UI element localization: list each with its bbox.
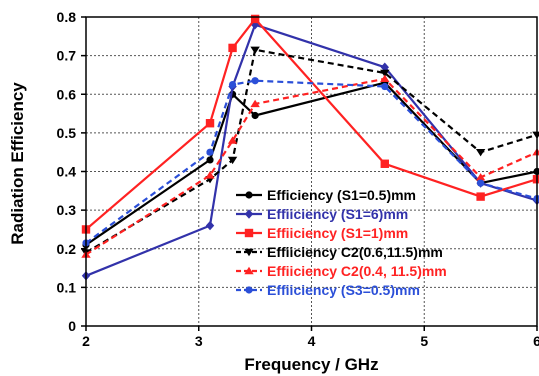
y-tick-label: 0.6	[57, 86, 77, 102]
series-1	[82, 79, 539, 249]
y-tick-label: 0.1	[57, 279, 77, 295]
data-point	[205, 171, 215, 179]
data-point	[532, 131, 539, 140]
y-axis-label: Radiation Efficiency	[8, 82, 27, 245]
data-point	[205, 220, 215, 231]
legend-entry: Effiiciency C2(0.4, 11.5)mm	[236, 263, 447, 279]
x-tick-label: 5	[420, 333, 428, 349]
data-point	[475, 173, 486, 181]
legend: Efficiency (S1=0.5)mm Effiiciency (S1=6)m…	[236, 187, 447, 298]
data-point	[477, 179, 485, 187]
legend-label: Effiiciency (S1=6)mm	[267, 206, 408, 222]
data-point	[476, 192, 485, 201]
legend-label: Effiiciency C2(0.4, 11.5)mm	[267, 263, 447, 279]
data-point	[250, 14, 260, 24]
series-layer	[81, 14, 539, 281]
y-tick-label: 0.4	[57, 164, 77, 180]
data-point	[227, 156, 238, 165]
legend-marker	[244, 228, 254, 238]
legend-label: Effiiciency C2(0.6,11.5)mm	[267, 244, 443, 260]
data-point	[532, 147, 539, 156]
series-5	[81, 74, 539, 258]
data-point	[250, 99, 260, 108]
data-point	[251, 111, 259, 120]
x-tick-label: 4	[308, 333, 316, 349]
x-tick-label: 6	[533, 333, 539, 349]
data-point	[533, 167, 539, 176]
data-point	[251, 77, 259, 85]
data-point	[532, 175, 539, 184]
data-point	[475, 148, 486, 157]
data-point	[380, 69, 390, 78]
y-tick-label: 0.5	[57, 125, 77, 141]
grid	[86, 17, 537, 326]
data-point	[380, 159, 389, 168]
legend-entry: Effiiciency C2(0.6,11.5)mm	[236, 244, 443, 260]
data-point	[206, 148, 214, 156]
legend-marker	[245, 191, 253, 199]
data-point	[205, 119, 215, 128]
data-point	[380, 62, 389, 72]
legend-label: Effiiciency (S1=1)mm	[267, 225, 408, 241]
x-tick-label: 3	[195, 333, 203, 349]
data-point	[228, 43, 237, 53]
legend-marker	[244, 248, 254, 257]
y-tick-label: 0	[68, 318, 76, 334]
data-point	[206, 156, 214, 164]
data-point	[380, 74, 390, 82]
data-point	[227, 136, 238, 144]
legend-entry: Effiiciency (S1=6)mm	[236, 206, 408, 222]
data-point	[228, 80, 237, 89]
legend-marker	[244, 209, 254, 219]
y-tick-label: 0.7	[57, 48, 77, 64]
legend-entry: Effiiciency (S3=0.5)mm	[236, 282, 420, 298]
legend-entry: Effiiciency (S1=1)mm	[236, 225, 408, 241]
y-tick-label: 0.8	[57, 9, 77, 25]
y-tick-label: 0.3	[57, 202, 77, 218]
data-point	[250, 46, 260, 55]
legend-marker	[245, 286, 253, 294]
x-axis-label: Frequency / GHz	[244, 355, 378, 374]
ticks: 2 3 4 5 6 0 0.1 0.2 0.3 0.4 0.5 0.6 0.7 0.8	[57, 9, 539, 349]
legend-label: Effiiciency (S3=0.5)mm	[267, 282, 420, 298]
legend-label: Efficiency (S1=0.5)mm	[267, 187, 416, 203]
legend-entry: Efficiency (S1=0.5)mm	[236, 187, 416, 203]
x-tick-label: 2	[82, 333, 90, 349]
y-tick-label: 0.2	[57, 241, 77, 257]
legend-marker	[244, 266, 254, 275]
data-point	[381, 82, 389, 91]
